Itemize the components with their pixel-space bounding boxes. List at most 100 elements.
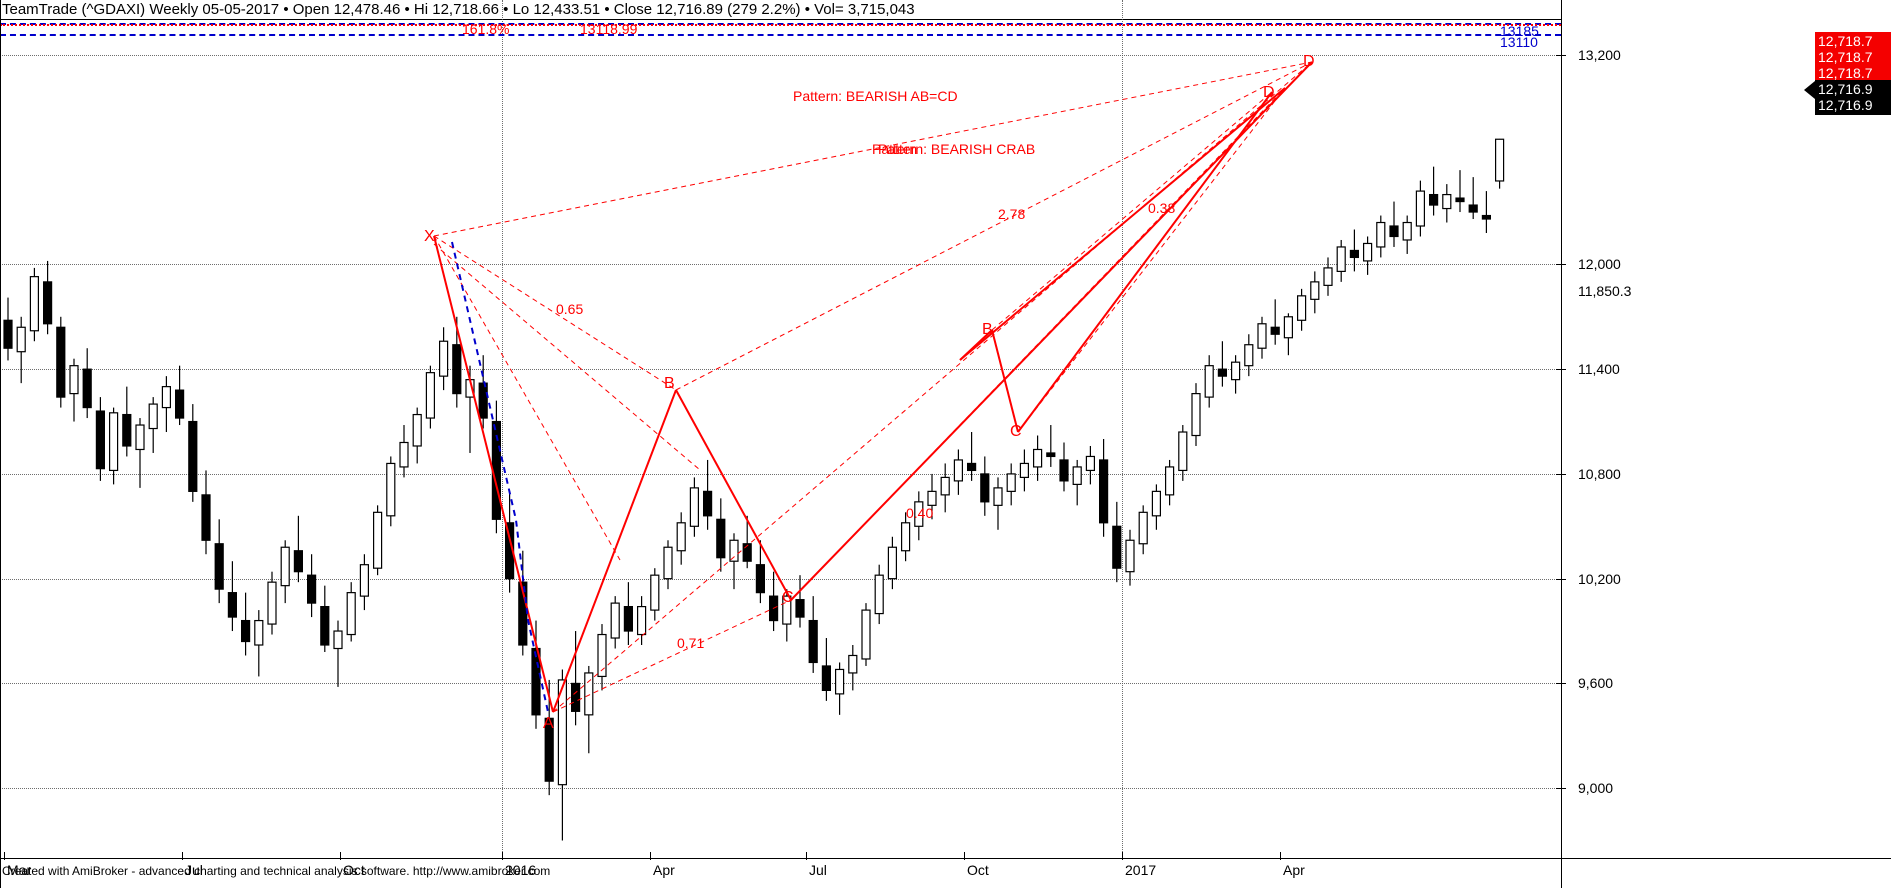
candle-bullish <box>333 630 343 650</box>
ratio-071: 0.71 <box>677 635 705 651</box>
candle-bullish <box>1191 393 1201 437</box>
gridline-horizontal <box>0 54 1561 56</box>
candle-bearish <box>241 619 251 643</box>
blue-projection-lines <box>451 241 549 713</box>
candle-bullish <box>1336 246 1346 272</box>
y-axis-tick <box>1556 473 1566 475</box>
x-axis-label: 2017 <box>1125 862 1157 878</box>
price-tag-ask-1: 12,718.7 <box>1815 32 1891 51</box>
candle-bullish <box>1230 361 1241 381</box>
candle-bullish <box>887 546 898 580</box>
candle-bullish <box>1296 295 1307 321</box>
candle-bullish <box>359 564 369 597</box>
x-axis-tick <box>182 852 183 860</box>
price-level-label: 13110 <box>1500 34 1538 50</box>
candle-bullish <box>861 609 871 660</box>
y-axis-right[interactable] <box>1561 0 1562 888</box>
x-axis-tick <box>1122 852 1123 860</box>
candle-bearish <box>531 647 541 716</box>
x-axis[interactable] <box>0 858 1891 859</box>
price-tag-pointer <box>1804 81 1815 99</box>
ratio-065: 0.65 <box>556 301 584 317</box>
gridline-horizontal <box>0 264 1561 266</box>
y-axis-tick <box>1556 683 1566 685</box>
candle-bullish <box>1244 344 1254 367</box>
candle-bullish <box>1006 473 1016 492</box>
candle-bearish <box>227 592 237 618</box>
ratio-382: 0.38 <box>1148 200 1176 216</box>
price-tag-last-2: 12,716.9 <box>1815 96 1891 115</box>
pattern-point-crab-d: D <box>1303 53 1315 70</box>
x-axis-tick <box>964 852 965 860</box>
pattern-point-crab-c: C <box>782 589 794 606</box>
candle-bullish <box>1138 511 1148 545</box>
y-axis-label: 13,200 <box>1578 46 1621 63</box>
candle-bearish <box>175 389 185 419</box>
price-tag-last-1: 12,716.9 <box>1815 80 1891 99</box>
y-axis-tick <box>1556 264 1566 266</box>
candle-bullish <box>610 602 620 639</box>
price-tag-ask-3: 12,718.7 <box>1815 64 1891 83</box>
title-divider <box>0 19 1561 20</box>
ratio-040: 0.40 <box>906 505 934 521</box>
fib-161-line <box>0 24 1561 26</box>
y-axis-tick <box>1556 54 1566 56</box>
candle-bullish <box>729 539 739 562</box>
leg-cd <box>790 61 1313 601</box>
candle-bearish <box>518 581 528 646</box>
candle-bearish <box>742 543 752 562</box>
candle-bullish <box>1323 267 1333 286</box>
candle-bearish <box>122 413 132 447</box>
price-tag-ask-2: 12,718.7 <box>1815 48 1891 67</box>
candle-bearish <box>1059 459 1069 482</box>
candle-bearish <box>505 522 515 580</box>
candle-bearish <box>1481 214 1492 220</box>
crab-projection-guides <box>433 61 1313 713</box>
candle-bearish <box>795 599 805 618</box>
candle-bullish <box>373 511 383 569</box>
gridline-horizontal <box>0 473 1561 475</box>
x-axis-tick <box>650 852 651 860</box>
candle-bearish <box>1455 197 1465 203</box>
pattern-point-abcd-c: C <box>1010 423 1022 440</box>
gridline-horizontal <box>0 578 1561 580</box>
candle-bullish <box>1178 431 1188 472</box>
candle-bearish <box>1428 193 1439 206</box>
y-axis-label: 9,000 <box>1578 780 1614 797</box>
candle-bearish <box>1098 459 1109 524</box>
candle-bearish <box>623 605 634 632</box>
candle-bearish <box>1389 225 1399 238</box>
y-axis-left <box>0 0 1 860</box>
y-axis-tick <box>1556 578 1566 580</box>
candle-bearish <box>95 410 106 470</box>
crab-pattern-lines <box>433 61 1313 713</box>
chart-title: TeamTrade (^GDAXI) Weekly 05-05-2017 • O… <box>2 1 915 18</box>
candle-bullish <box>1442 193 1452 210</box>
candle-bearish <box>1112 525 1122 569</box>
gridline-vertical <box>502 0 503 858</box>
candle-bullish <box>557 679 568 786</box>
candle-bearish <box>1217 368 1228 377</box>
candle-bullish <box>1164 466 1175 496</box>
candle-bullish <box>636 605 647 636</box>
candle-bearish <box>716 518 726 559</box>
candle-bullish <box>874 574 884 615</box>
candle-bearish <box>188 420 198 492</box>
gridline-horizontal <box>0 683 1561 685</box>
price-level-line <box>0 34 1561 36</box>
x-axis-label: 2016 <box>505 862 537 878</box>
pattern-crab: Pattern: BEARISH CRAB <box>878 141 1036 157</box>
candle-bearish <box>491 420 501 520</box>
candle-bullish <box>1032 448 1043 468</box>
candle-bearish <box>821 665 832 691</box>
gridline-vertical <box>1122 0 1123 858</box>
candle-bullish <box>650 574 660 611</box>
x-axis-tick <box>1280 852 1281 860</box>
leg-bc <box>675 389 792 601</box>
pattern-point-crab-a: A <box>543 715 554 732</box>
candle-bullish <box>1085 455 1096 472</box>
candle-bullish <box>412 413 422 447</box>
candle-bearish <box>478 382 488 419</box>
candle-bearish <box>42 281 53 325</box>
